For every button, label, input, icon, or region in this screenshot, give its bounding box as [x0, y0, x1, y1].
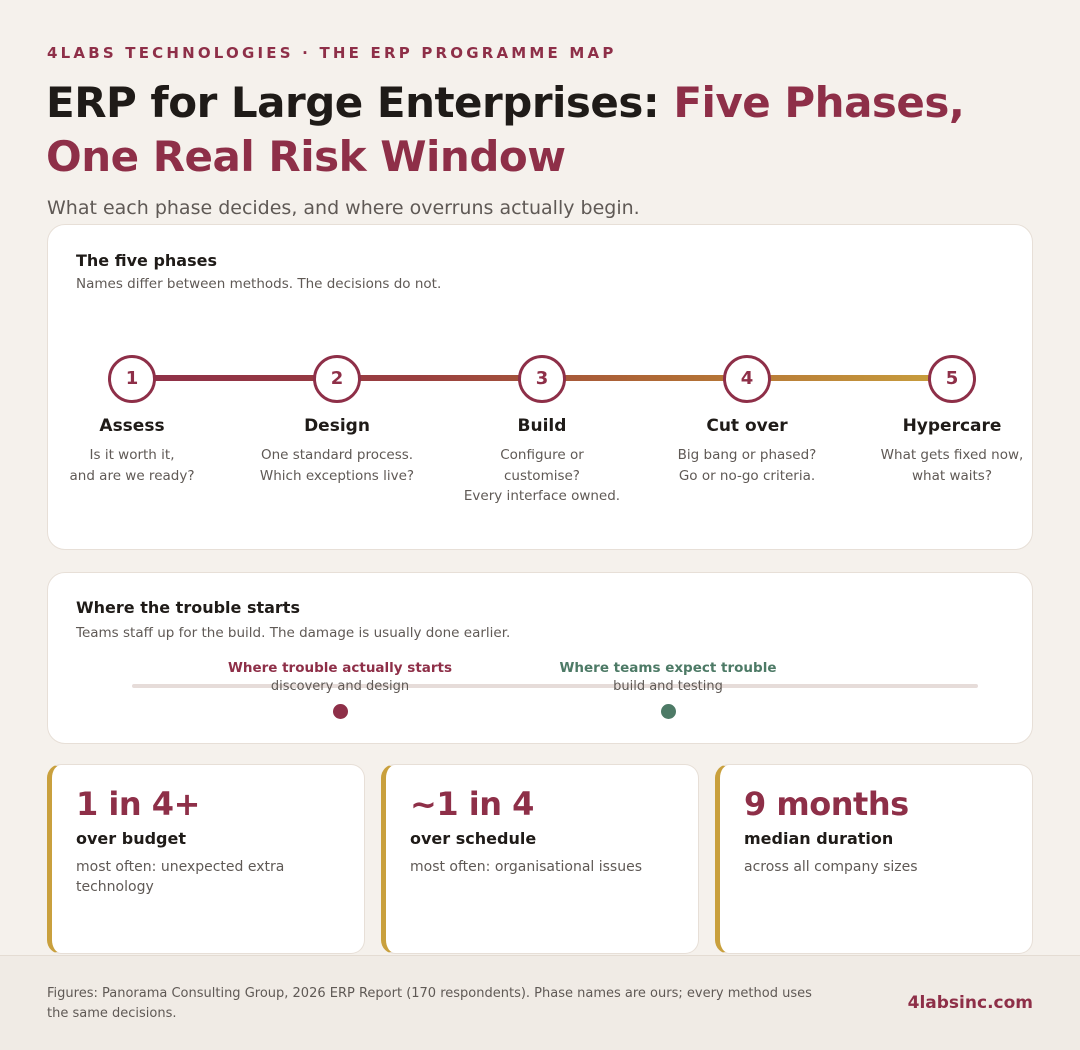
stat-label: over budget	[76, 829, 186, 848]
stat-card-schedule: ~1 in 4 over schedule most often: organi…	[381, 764, 699, 954]
phase-description: One standard process. Which exceptions l…	[259, 447, 415, 484]
phase-step-hypercare: 5 Hypercare What gets fixed now, what wa…	[852, 355, 1052, 486]
phase-name: Design	[304, 416, 370, 436]
phase-step-cut-over: 4 Cut over Big bang or phased? Go or no-…	[647, 355, 847, 486]
phase-number-badge: 3	[518, 355, 566, 403]
phase-number-badge: 4	[723, 355, 771, 403]
phase-description: Configure or customise? Every interface …	[463, 447, 621, 504]
phases-card: The five phases Names differ between met…	[47, 224, 1033, 550]
stat-value: ~1 in 4	[410, 785, 534, 823]
trouble-card-title: Where the trouble starts	[76, 598, 300, 617]
page-title: ERP for Large Enterprises: Five Phases, …	[46, 76, 1046, 184]
marker-expected-trouble: Where teams expect trouble build and tes…	[538, 660, 798, 694]
phase-description: What gets fixed now, what waits?	[880, 447, 1024, 484]
phase-name: Cut over	[706, 416, 788, 436]
stat-note: across all company sizes	[744, 859, 918, 875]
stat-note: most often: unexpected extra technology	[76, 859, 285, 895]
marker-label: Where trouble actually starts	[227, 660, 453, 676]
phase-name: Build	[517, 416, 567, 436]
phase-step-assess: 1 Assess Is it worth it, and are we read…	[32, 355, 232, 486]
title-accent: Five Phases, One Real Risk Window	[46, 78, 965, 181]
marker-sublabel: build and testing	[613, 679, 723, 694]
stat-label: over schedule	[410, 829, 537, 848]
stat-label: median duration	[744, 829, 894, 848]
phase-number-badge: 1	[108, 355, 156, 403]
marker-dot-actual	[332, 704, 348, 719]
phase-number-badge: 5	[928, 355, 976, 403]
title-main: ERP for Large Enterprises:	[46, 78, 674, 127]
phase-step-design: 2 Design One standard process. Which exc…	[237, 355, 437, 486]
stat-note: most often: organisational issues	[410, 859, 642, 875]
marker-label: Where teams expect trouble	[559, 660, 777, 676]
phase-name: Assess	[99, 416, 165, 436]
phases-card-title: The five phases	[76, 251, 217, 270]
stat-value: 1 in 4+	[76, 785, 200, 823]
source-note: Figures: Panorama Consulting Group, 2026…	[47, 986, 812, 1021]
page-subtitle: What each phase decides, and where overr…	[47, 197, 640, 219]
trouble-card: Where the trouble starts Teams staff up …	[47, 572, 1033, 744]
stat-value: 9 months	[744, 785, 909, 823]
risk-track	[132, 684, 978, 688]
stat-card-budget: 1 in 4+ over budget most often: unexpect…	[47, 764, 365, 954]
footer: Figures: Panorama Consulting Group, 2026…	[0, 955, 1080, 1050]
phase-step-build: 3 Build Configure or customise? Every in…	[442, 355, 642, 507]
phase-number-badge: 2	[313, 355, 361, 403]
trouble-card-subtitle: Teams staff up for the build. The damage…	[76, 625, 511, 641]
phase-description: Is it worth it, and are we ready?	[69, 447, 195, 484]
stat-card-duration: 9 months median duration across all comp…	[715, 764, 1033, 954]
marker-dot-expected	[660, 704, 676, 719]
phase-name: Hypercare	[902, 416, 1002, 436]
phases-card-subtitle: Names differ between methods. The decisi…	[76, 276, 442, 292]
marker-actual-trouble: Where trouble actually starts discovery …	[210, 660, 470, 694]
eyebrow-label: 4LABS TECHNOLOGIES · THE ERP PROGRAMME M…	[47, 44, 617, 62]
website-link[interactable]: 4labsinc.com	[907, 993, 1033, 1013]
phase-description: Big bang or phased? Go or no-go criteria…	[677, 447, 817, 484]
marker-sublabel: discovery and design	[270, 679, 410, 694]
